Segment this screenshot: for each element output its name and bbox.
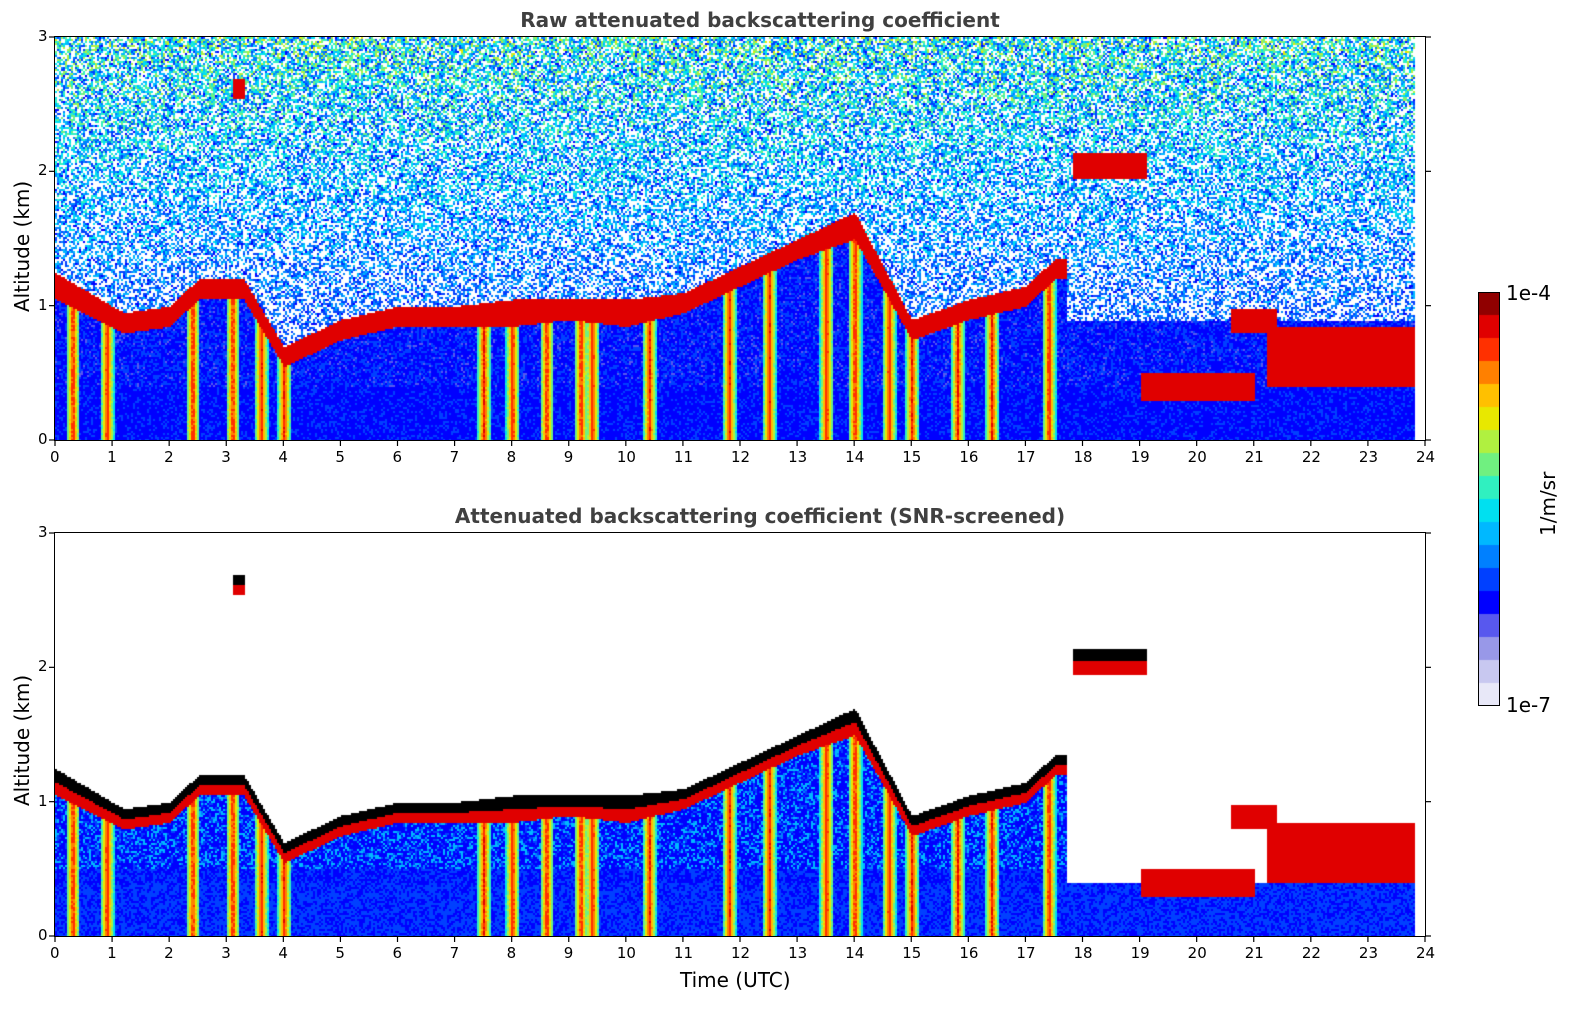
x-tick-label: 21 — [1244, 944, 1264, 962]
x-tick-label: 20 — [1187, 944, 1207, 962]
x-tick-label: 16 — [959, 944, 979, 962]
x-tick-label: 8 — [506, 448, 517, 466]
x-tick-label: 24 — [1416, 944, 1436, 962]
x-tick-label: 10 — [616, 944, 636, 962]
x-tick-label: 18 — [1073, 944, 1093, 962]
top-y-axis-label: Altitude (km) — [10, 180, 34, 312]
x-tick-label: 9 — [563, 448, 574, 466]
x-tick-label: 14 — [845, 944, 865, 962]
raw-backscatter-heatmap — [55, 37, 1425, 440]
x-tick-label: 11 — [673, 448, 693, 466]
y-tick-label: 3 — [38, 27, 48, 45]
y-tick-label: 3 — [38, 523, 48, 541]
x-tick-label: 12 — [731, 448, 751, 466]
x-tick-label: 24 — [1416, 448, 1436, 466]
x-tick-label: 14 — [845, 448, 865, 466]
y-tick-label: 2 — [38, 161, 48, 180]
colorbar-max-label: 1e-4 — [1506, 281, 1551, 305]
x-tick-label: 19 — [1130, 448, 1150, 466]
x-tick-label: 17 — [1016, 448, 1036, 466]
x-tick-label: 11 — [673, 944, 693, 962]
y-tick-label: 0 — [38, 926, 48, 944]
x-tick-label: 22 — [1301, 944, 1321, 962]
y-tick-label: 1 — [38, 791, 48, 810]
bottom-panel-title: Attenuated backscattering coefficient (S… — [454, 504, 1066, 528]
x-tick-label: 22 — [1301, 448, 1321, 466]
x-tick-label: 19 — [1130, 944, 1150, 962]
y-tick-label: 2 — [38, 657, 48, 676]
colorbar — [1478, 292, 1500, 706]
x-tick-label: 7 — [449, 448, 460, 466]
x-tick-label: 1 — [107, 944, 117, 962]
x-tick-label: 0 — [50, 944, 60, 962]
x-tick-label: 15 — [902, 944, 922, 962]
x-tick-label: 8 — [506, 944, 517, 962]
colorbar-min-label: 1e-7 — [1506, 693, 1551, 717]
x-tick-label: 0 — [50, 448, 60, 466]
x-tick-label: 10 — [616, 448, 636, 466]
x-tick-label: 6 — [392, 448, 403, 466]
x-tick-label: 3 — [221, 448, 231, 466]
x-tick-label: 20 — [1187, 448, 1207, 466]
top-panel-title: Raw attenuated backscattering coefficien… — [520, 8, 1000, 32]
x-tick-label: 6 — [392, 944, 403, 962]
x-tick-label: 15 — [902, 448, 922, 466]
colorbar-unit-label: 1/m/sr — [1536, 471, 1560, 536]
x-tick-label: 21 — [1244, 448, 1264, 466]
x-tick-label: 16 — [959, 448, 979, 466]
x-tick-label: 13 — [788, 944, 808, 962]
x-tick-label: 9 — [563, 944, 574, 962]
x-tick-label: 5 — [335, 944, 345, 962]
y-tick-label: 1 — [38, 295, 48, 314]
x-tick-label: 4 — [278, 944, 288, 962]
x-tick-label: 23 — [1358, 944, 1378, 962]
x-tick-label: 12 — [731, 944, 751, 962]
x-tick-label: 18 — [1073, 448, 1093, 466]
bottom-y-axis-label: Altitude (km) — [10, 674, 34, 806]
x-tick-label: 23 — [1358, 448, 1378, 466]
x-tick-label: 13 — [788, 448, 808, 466]
x-tick-label: 5 — [335, 448, 345, 466]
screened-backscatter-heatmap — [55, 533, 1425, 936]
x-tick-label: 7 — [449, 944, 460, 962]
x-axis-label: Time (UTC) — [680, 968, 791, 992]
x-tick-label: 2 — [164, 448, 174, 466]
y-tick-label: 0 — [38, 430, 48, 448]
x-tick-label: 1 — [107, 448, 117, 466]
x-tick-label: 3 — [221, 944, 231, 962]
x-tick-label: 2 — [164, 944, 174, 962]
x-tick-label: 17 — [1016, 944, 1036, 962]
x-tick-label: 4 — [278, 448, 288, 466]
